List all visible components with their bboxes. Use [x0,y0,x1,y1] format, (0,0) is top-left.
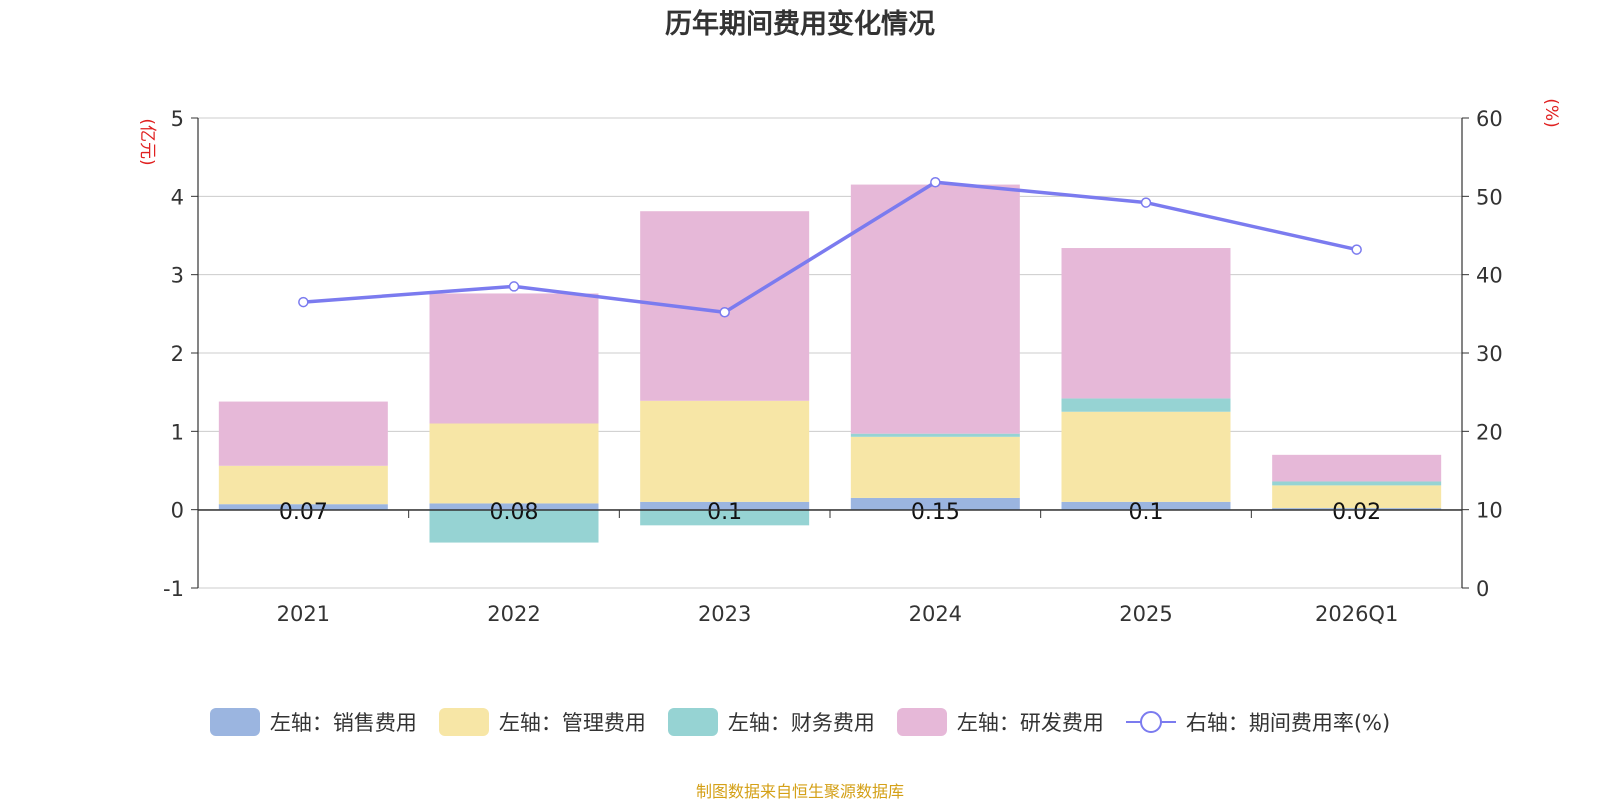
bar-segment [1061,411,1231,502]
right-axis-tick-label: 30 [1476,342,1503,366]
legend-item[interactable]: 左轴：管理费用 [438,707,646,737]
left-axis-tick-label: 5 [171,107,184,131]
bar-segment [429,423,599,504]
chart-title: 历年期间费用变化情况 [665,9,935,40]
legend-label: 左轴：销售费用 [269,711,417,735]
bar-segment [218,504,388,510]
right-axis-tick-label: 40 [1476,264,1503,288]
chart-canvas: 0.07 0.08 0.1 0.15 0.1 0.02 -1012345010203040… [137,98,1561,626]
legend-label: 左轴：研发费用 [956,711,1104,735]
line-point [298,296,309,308]
bar-segment [1061,248,1231,399]
legend-swatch [438,708,489,736]
x-axis-category-label: 2025 [1119,602,1172,626]
bar-segment [429,293,599,424]
bar-segment [640,400,810,502]
line-point [1140,197,1152,208]
bar-segment [1272,508,1442,510]
bar-segment [850,184,1020,434]
bar-data-label: 0.08 [490,500,539,525]
line-point [508,281,520,292]
bar-series [218,184,1442,543]
left-axis-tick-label: 2 [171,342,184,366]
right-axis-tick-label: 60 [1476,107,1503,131]
right-axis-tick-label: 10 [1476,499,1503,523]
bar-segment [850,436,1020,498]
x-axis-category-label: 2021 [277,602,330,626]
bar-segment [850,433,1020,437]
line-point [930,176,941,188]
left-axis-unit: (亿元) [137,118,157,165]
x-axis-category-label: 2023 [698,602,751,626]
source-note: 制图数据来自恒生聚源数据库 [695,782,904,801]
left-axis-tick-label: 1 [171,420,184,444]
bar-segment [1272,485,1442,509]
bar-segment [218,465,388,505]
bar-segment [850,497,1020,510]
legend-swatch [209,708,260,736]
right-axis-unit: (%) [1541,98,1561,127]
legend-item[interactable]: 左轴：销售费用 [209,707,417,737]
bar-segment [1272,481,1442,486]
line-point [719,307,730,318]
bar-data-label: 0.07 [279,500,328,525]
bar-segment [640,509,810,526]
bar-data-label: 0.15 [911,500,960,525]
line-series-path [303,180,1358,315]
left-axis-tick-label: 3 [171,264,184,288]
bar-segment [640,501,810,510]
legend-label: 左轴：管理费用 [498,711,646,735]
left-axis-tick-label: -1 [163,577,184,601]
legend-swatch [896,708,947,736]
bar-data-label: 0.1 [1129,500,1164,525]
bar-data-label: 0.1 [707,500,742,525]
right-axis-tick-label: 50 [1476,185,1503,209]
bar-segment [1272,454,1442,482]
legend-line-marker [1125,711,1176,733]
bar-segment [1061,398,1231,412]
bar-segment [429,503,599,510]
line-point [1351,244,1362,255]
legend-label: 右轴：期间费用率(%) [1185,711,1391,735]
line-series [298,176,1362,318]
right-axis-tick-label: 0 [1476,577,1489,601]
x-axis-category-label: 2026Q1 [1315,602,1398,626]
legend: 左轴：销售费用 左轴：管理费用 左轴：财务费用 左轴：研发费用 右轴：期间费用率(%) [0,704,1600,740]
bar-segment [218,401,388,466]
right-axis-tick-label: 20 [1476,420,1503,444]
x-axis-category-label: 2022 [487,602,540,626]
bar-segment [1061,501,1231,510]
legend-label: 左轴：财务费用 [727,711,875,735]
legend-swatch [667,708,718,736]
legend-item[interactable]: 左轴：研发费用 [896,707,1104,737]
legend-item[interactable]: 右轴：期间费用率(%) [1125,707,1391,737]
left-axis-tick-label: 4 [171,185,184,209]
x-axis-category-label: 2024 [909,602,962,626]
legend-item[interactable]: 左轴：财务费用 [667,707,875,737]
bar-segment [429,509,599,543]
data-labels: 0.07 0.08 0.1 0.15 0.1 0.02 [279,500,1381,525]
left-axis-tick-label: 0 [171,499,184,523]
bar-data-label: 0.02 [1332,500,1381,525]
